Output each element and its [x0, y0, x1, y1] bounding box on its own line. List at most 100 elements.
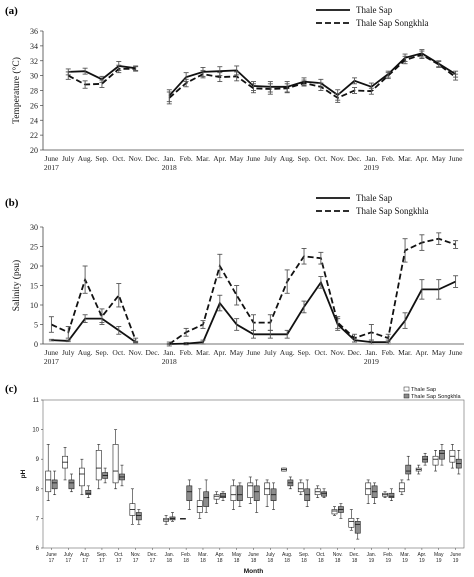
ph-legend-label: Thale Sap Songkhla — [411, 394, 461, 400]
salinity-xtick-label: May — [230, 348, 244, 357]
ph-box — [45, 470, 52, 493]
ph-box — [253, 485, 260, 501]
ph-box — [186, 485, 193, 501]
temp-xtick-label: Jan. 2018 — [162, 154, 177, 172]
ph-xtick-label: Nov. 17 — [131, 552, 141, 564]
ph-xtick-label: Nov. 18 — [333, 552, 343, 564]
ph-box — [432, 455, 439, 466]
ph-xtick-label: Feb. 19 — [383, 552, 393, 564]
salinity-xtick-label: Jan. 2018 — [162, 348, 177, 366]
salinity-xtick-label: July — [62, 348, 75, 357]
ph-box — [331, 509, 338, 515]
ph-box — [348, 518, 355, 528]
ph-box — [439, 450, 445, 460]
temp-xtick-label: Nov. — [128, 154, 142, 163]
salinity-ytick-label: 30 — [30, 223, 38, 232]
salinity-xtick-label: Oct. — [315, 348, 328, 357]
temp-xtick-label: Nov. — [331, 154, 345, 163]
temp-xtick-label: Feb. — [382, 154, 395, 163]
ph-xtick-label: Apr. 18 — [215, 552, 224, 564]
panel-label-a: (a) — [5, 5, 18, 17]
salinity-xtick-label: Feb. — [382, 348, 395, 357]
temp-ytick-label: 32 — [30, 57, 38, 66]
salinity-ytick-label: 15 — [30, 282, 38, 291]
salinity-xtick-label: Nov. — [128, 348, 142, 357]
ph-xtick-label: Sep. 17 — [97, 552, 107, 564]
ph-xtick-label: Sep. 18 — [299, 552, 309, 564]
salinity-series-line — [51, 280, 456, 345]
temp-ytick-label: 22 — [30, 131, 38, 140]
temp-xtick-label: Sep. — [95, 154, 108, 163]
temp-xtick-label: Mar. — [196, 154, 210, 163]
ph-box — [354, 521, 361, 534]
ph-box — [297, 482, 304, 493]
temp-xtick-label: May — [432, 154, 446, 163]
temp-legend-label: Thale Sap Songkhla — [356, 18, 429, 28]
salinity-xtick-label: Feb. — [180, 348, 193, 357]
temp-xtick-label: Apr. — [213, 154, 226, 163]
salinity-ytick-label: 10 — [30, 301, 38, 310]
salinity-xtick-label: June — [449, 348, 463, 357]
temp-xtick-label: Sep. — [297, 154, 310, 163]
ph-xtick-label: Aug. 17 — [80, 552, 90, 564]
temp-xtick-label: Aug. — [280, 154, 295, 163]
ph-xtick-label: June 19 — [450, 552, 461, 564]
ph-ytick-label: 8 — [36, 487, 40, 493]
ph-box — [247, 482, 254, 498]
salinity-ytick-label: 20 — [30, 262, 38, 271]
ph-legend-label: Thale Sap — [411, 387, 436, 393]
ph-ytick-label: 10 — [32, 428, 39, 434]
ph-xtick-label: Aug. 18 — [282, 552, 292, 564]
salinity-ylabel: Salinity (psu) — [11, 260, 22, 311]
ph-ytick-label: 6 — [36, 546, 40, 552]
salinity-xtick-label: Mar. — [398, 348, 412, 357]
ph-xtick-label: July 18 — [266, 552, 275, 564]
temp-xtick-label: Dec. — [145, 154, 159, 163]
ph-box — [220, 492, 226, 498]
salinity-xtick-label: Aug. — [78, 348, 93, 357]
ph-xtick-label: Apr. 19 — [417, 552, 426, 564]
temp-xtick-label: July — [264, 154, 277, 163]
temp-xtick-label: Oct. — [112, 154, 125, 163]
salinity-xtick-label: Mar. — [196, 348, 210, 357]
ph-xtick-label: Jan. 18 — [165, 552, 174, 564]
ph-ytick-label: 11 — [33, 398, 40, 404]
salinity-xtick-label: June 2017 — [44, 348, 59, 366]
ph-ytick-label: 9 — [36, 457, 40, 463]
ph-box — [135, 512, 142, 521]
salinity-legend-label: Thale Sap Songkhla — [356, 206, 429, 216]
panel-label-b: (b) — [5, 197, 19, 209]
salinity-xtick-label: Jan. 2019 — [364, 348, 379, 366]
temp-ytick-label: 30 — [30, 72, 38, 81]
temp-ytick-label: 28 — [30, 87, 38, 96]
ph-box — [112, 444, 119, 484]
temp-xtick-label: Mar. — [398, 154, 412, 163]
ph-xtick-label: Jan. 19 — [367, 552, 376, 564]
temp-xtick-label: June — [449, 154, 463, 163]
chart-ph: 6 7 8 9 10 11 June 17 July 17 Aug. 17 Sep. 17 Oct. 17 No… — [20, 386, 465, 575]
salinity-xtick-label: Aug. — [280, 348, 295, 357]
ph-ylabel: pH — [20, 469, 27, 478]
temp-ytick-label: 34 — [30, 42, 38, 51]
ph-legend-swatch — [403, 393, 410, 399]
temp-ytick-label: 26 — [30, 101, 38, 110]
temp-ytick-label: 20 — [30, 146, 38, 155]
ph-box — [405, 464, 412, 475]
temp-xtick-label: Aug. — [78, 154, 93, 163]
ph-xlabel: Month — [244, 568, 264, 575]
temp-xtick-label: Dec. — [348, 154, 362, 163]
ph-box — [79, 467, 85, 487]
salinity-xtick-label: June — [247, 348, 261, 357]
temp-xtick-label: Apr. — [415, 154, 428, 163]
temp-xtick-label: July — [62, 154, 75, 163]
salinity-xtick-label: Sep. — [297, 348, 310, 357]
salinity-xtick-label: Sep. — [95, 348, 108, 357]
ph-ytick-label: 7 — [36, 516, 40, 522]
temp-ytick-label: 36 — [30, 27, 38, 36]
ph-legend-swatch — [403, 386, 410, 392]
salinity-series-line — [51, 237, 456, 345]
ph-box — [95, 450, 102, 481]
